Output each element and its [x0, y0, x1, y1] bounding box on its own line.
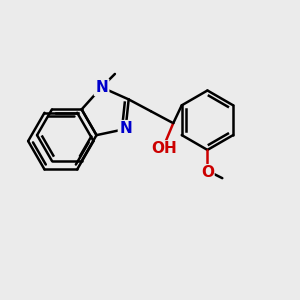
Text: OH: OH: [152, 141, 177, 156]
Text: N: N: [95, 80, 108, 95]
Text: O: O: [201, 165, 214, 180]
Text: N: N: [119, 122, 132, 136]
